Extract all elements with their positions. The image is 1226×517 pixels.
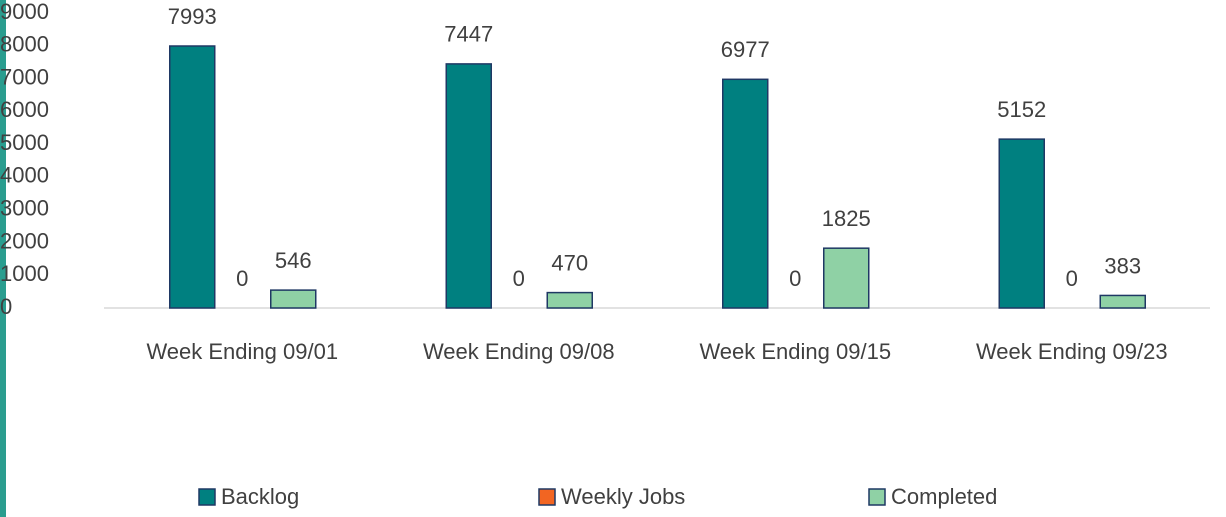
y-tick-label: 5000 <box>0 130 49 155</box>
x-tick-label: Week Ending 09/01 <box>146 339 338 364</box>
y-tick-label: 1000 <box>0 261 49 286</box>
x-tick-label: Week Ending 09/23 <box>976 339 1168 364</box>
y-tick-label: 0 <box>0 294 12 319</box>
data-label: 0 <box>1066 266 1078 291</box>
data-label: 0 <box>236 266 248 291</box>
side-border <box>0 0 6 517</box>
y-tick-label: 9000 <box>0 0 49 24</box>
data-label: 7447 <box>444 22 493 47</box>
legend-label: Backlog <box>221 484 299 509</box>
bar <box>722 78 769 309</box>
y-tick-label: 6000 <box>0 97 49 122</box>
data-label: 383 <box>1104 253 1141 278</box>
y-tick-label: 3000 <box>0 195 49 220</box>
y-tick-label: 7000 <box>0 64 49 89</box>
y-tick-label: 2000 <box>0 228 49 253</box>
data-label: 0 <box>513 266 525 291</box>
legend-swatch <box>868 488 886 506</box>
legend-swatch <box>198 488 216 506</box>
y-tick-label: 8000 <box>0 32 49 57</box>
data-label: 7993 <box>168 4 217 29</box>
data-label: 0 <box>789 266 801 291</box>
bar <box>823 247 870 309</box>
data-label: 6977 <box>721 37 770 62</box>
bar <box>546 291 593 309</box>
legend-label: Completed <box>891 484 997 509</box>
bar <box>445 63 492 309</box>
legend-swatch <box>538 488 556 506</box>
data-label: 546 <box>275 248 312 273</box>
bar <box>1099 294 1146 309</box>
bar <box>270 289 317 309</box>
legend-label: Weekly Jobs <box>561 484 685 509</box>
data-label: 470 <box>551 250 588 275</box>
x-tick-label: Week Ending 09/15 <box>699 339 891 364</box>
bar <box>169 45 216 309</box>
data-label: 5152 <box>997 97 1046 122</box>
bar <box>998 138 1045 309</box>
x-tick-label: Week Ending 09/08 <box>423 339 615 364</box>
y-tick-label: 4000 <box>0 163 49 188</box>
data-label: 1825 <box>822 206 871 231</box>
